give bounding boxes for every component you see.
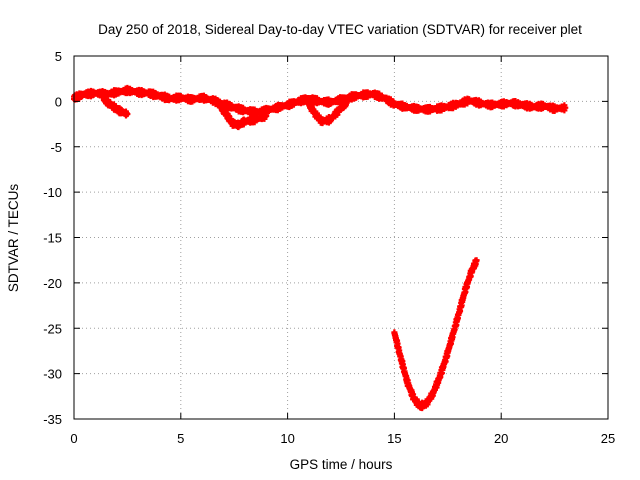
- data-point: [562, 104, 569, 111]
- data-points: [71, 84, 569, 412]
- tick-marks: [73, 55, 609, 420]
- data-point: [344, 98, 351, 105]
- data-point: [473, 257, 480, 264]
- y-tick-label: -20: [43, 276, 62, 291]
- x-axis-label: GPS time / hours: [290, 457, 393, 472]
- chart-title: Day 250 of 2018, Sidereal Day-to-day VTE…: [98, 22, 582, 37]
- y-tick-label: 5: [55, 49, 62, 64]
- x-tick-labels: 0 5 10 15 20 25: [70, 431, 615, 446]
- y-tick-label: 0: [55, 94, 62, 109]
- x-tick-label: 5: [177, 431, 184, 446]
- y-axis-label: SDTVAR / TECUs: [6, 184, 21, 293]
- x-tick-label: 25: [601, 431, 615, 446]
- x-tick-label: 15: [387, 431, 401, 446]
- y-tick-label: -15: [43, 231, 62, 246]
- y-tick-labels: 5 0 -5 -10 -15 -20 -25 -30 -35: [43, 49, 62, 427]
- data-point: [124, 111, 131, 118]
- y-tick-label: -25: [43, 321, 62, 336]
- data-point: [263, 112, 270, 119]
- x-tick-label: 10: [280, 431, 294, 446]
- y-tick-label: -10: [43, 185, 62, 200]
- y-tick-label: -30: [43, 367, 62, 382]
- gridlines: [74, 56, 608, 419]
- x-tick-label: 20: [494, 431, 508, 446]
- x-tick-label: 0: [70, 431, 77, 446]
- y-tick-label: -5: [50, 140, 62, 155]
- y-tick-label: -35: [43, 412, 62, 427]
